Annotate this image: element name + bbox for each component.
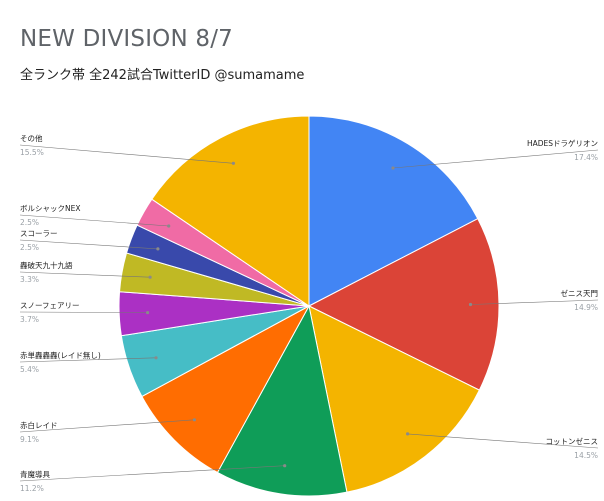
slice-percent-label: 11.2% bbox=[20, 484, 44, 493]
slice-percent-label: 3.3% bbox=[20, 275, 39, 284]
slice-label: コットンゼニス bbox=[546, 436, 599, 446]
slice-percent-label: 2.5% bbox=[20, 243, 39, 252]
leader-dot bbox=[468, 302, 473, 307]
leader-dot bbox=[192, 418, 196, 422]
pie-slice bbox=[141, 304, 311, 474]
slice-percent-label: 5.4% bbox=[20, 365, 39, 374]
leader-line bbox=[19, 144, 234, 164]
slice-label: 赤白レイド bbox=[20, 420, 58, 430]
slice-label: 轟破天九十九語 bbox=[20, 260, 73, 270]
slice-label: スノーフェアリー bbox=[20, 301, 80, 310]
leader-dot bbox=[231, 161, 235, 165]
leader-line bbox=[19, 465, 285, 482]
leader-dot bbox=[167, 224, 171, 228]
slice-percent-label: 3.7% bbox=[20, 315, 39, 324]
slice-percent-label: 17.4% bbox=[574, 153, 598, 162]
slice-percent-label: 14.5% bbox=[574, 451, 598, 460]
slice-label: ゼニス天門 bbox=[561, 288, 599, 298]
pie-slice bbox=[307, 218, 500, 391]
leader-line bbox=[470, 299, 599, 305]
pie-slice bbox=[308, 305, 481, 493]
slice-percent-label: 9.1% bbox=[20, 435, 39, 444]
chart-subtitle: 全ランク帯 全242試合TwitterID @sumamame bbox=[20, 68, 305, 83]
slice-label: 青魔導具 bbox=[20, 469, 50, 479]
leader-dot bbox=[154, 356, 158, 360]
slice-label: その他 bbox=[20, 133, 43, 143]
leader-dot bbox=[156, 247, 160, 251]
leader-line bbox=[19, 357, 157, 363]
pie-slice bbox=[216, 304, 348, 497]
slice-percent-label: 15.5% bbox=[20, 148, 44, 157]
chart-title: NEW DIVISION 8/7 bbox=[20, 26, 234, 52]
slice-percent-label: 14.9% bbox=[574, 303, 598, 312]
leader-line bbox=[19, 214, 169, 227]
pie-slice bbox=[151, 115, 310, 307]
leader-dot bbox=[148, 275, 152, 279]
leader-dot bbox=[406, 432, 410, 436]
leader-line bbox=[392, 149, 599, 169]
leader-line bbox=[19, 271, 151, 278]
leader-line bbox=[19, 311, 148, 313]
leader-dot bbox=[391, 166, 395, 170]
leader-dot bbox=[283, 464, 287, 468]
slice-label: ボルシャックNEX bbox=[20, 204, 81, 213]
slice-label: 赤単轟轟轟(レイド無し) bbox=[20, 350, 101, 360]
leader-line bbox=[407, 433, 599, 449]
slice-label: スコーラー bbox=[20, 229, 58, 238]
leader-line bbox=[19, 239, 158, 250]
slice-label: HADESドラゲリオン bbox=[527, 139, 598, 148]
slice-percent-label: 2.5% bbox=[20, 218, 39, 227]
leader-dot bbox=[146, 311, 150, 315]
pie-slice bbox=[308, 115, 479, 307]
leader-line bbox=[19, 419, 195, 433]
